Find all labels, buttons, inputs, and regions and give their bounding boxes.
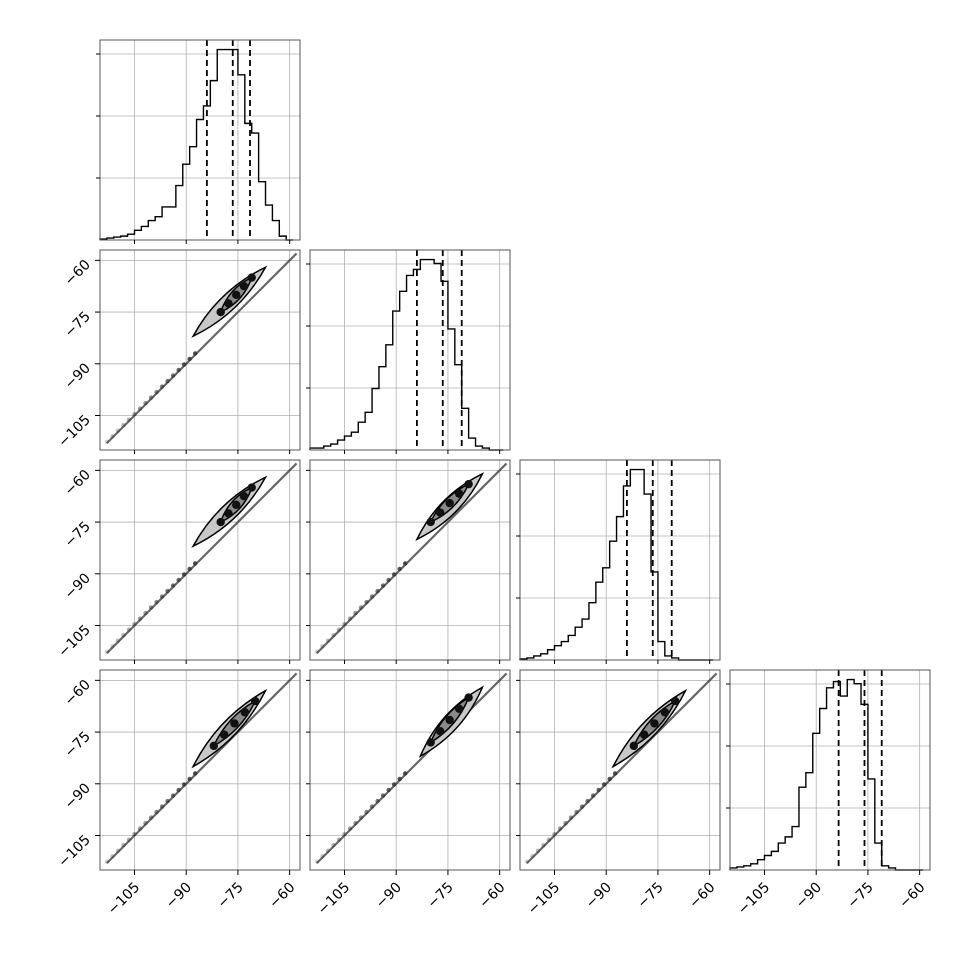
scatter-panel-1-4 — [99, 669, 301, 871]
density-core — [239, 492, 249, 501]
density-core — [639, 730, 649, 739]
density-core — [230, 719, 239, 728]
panel-frame — [99, 669, 301, 871]
hist-panel-2 — [306, 249, 511, 451]
x-tick-label: −60 — [686, 880, 718, 912]
y-tick-label: −75 — [62, 729, 94, 761]
y-tick-label: −105 — [55, 412, 94, 451]
scatter-panel-1-3 — [99, 459, 301, 661]
x-tick-label: −105 — [105, 880, 144, 919]
density-core — [650, 719, 659, 728]
density-core — [464, 693, 473, 702]
scatter-panel-2-4 — [309, 669, 511, 871]
x-tick-label: −105 — [525, 880, 564, 919]
density-ridge — [316, 672, 508, 864]
x-tick-label: −75 — [845, 880, 877, 912]
density-core — [224, 299, 233, 308]
y-tick-label: −60 — [62, 467, 94, 499]
panel-frame — [99, 249, 301, 451]
histogram-series — [99, 48, 294, 241]
density-ridge — [316, 462, 508, 654]
y-tick-label: −90 — [62, 360, 94, 392]
y-tick-label: −105 — [55, 832, 94, 871]
density-ridge — [526, 672, 718, 864]
y-tick-label: −105 — [55, 622, 94, 661]
panel-frame — [309, 249, 511, 451]
density-core — [239, 282, 249, 291]
x-tick-label: −60 — [476, 880, 508, 912]
y-tick-label: −90 — [62, 780, 94, 812]
density-core — [247, 483, 256, 492]
x-tick-label: −75 — [215, 880, 247, 912]
density-core — [435, 727, 445, 736]
x-tick-label: −60 — [896, 880, 928, 912]
density-core — [445, 498, 454, 508]
density-core — [219, 730, 229, 739]
density-core — [232, 290, 241, 300]
histogram-series — [519, 468, 714, 661]
density-core — [660, 708, 670, 717]
scatter-panel-1-2 — [99, 249, 301, 451]
x-tick-label: −90 — [163, 880, 195, 912]
x-tick-label: −90 — [583, 880, 615, 912]
density-core — [435, 508, 445, 517]
histogram-series — [309, 258, 504, 451]
density-core — [216, 517, 225, 527]
x-tick-label: −105 — [315, 880, 354, 919]
hist-panel-4 — [726, 669, 931, 871]
density-core — [209, 741, 218, 751]
hist-panel-3 — [516, 459, 721, 661]
x-tick-label: −60 — [266, 880, 298, 912]
x-tick-label: −90 — [373, 880, 405, 912]
density-core — [232, 500, 241, 510]
scatter-panel-3-4 — [519, 669, 721, 871]
histogram-series — [729, 678, 924, 871]
x-tick-label: −90 — [793, 880, 825, 912]
x-tick-label: −105 — [735, 880, 774, 919]
y-tick-label: −60 — [62, 257, 94, 289]
panel-frame — [309, 459, 511, 661]
panel-frame — [99, 459, 301, 661]
density-ridge — [106, 672, 298, 864]
density-core — [670, 696, 680, 706]
scatter-panel-2-3 — [309, 459, 511, 661]
y-tick-label: −75 — [62, 309, 94, 341]
panel-frame — [309, 669, 511, 871]
panel-frame — [729, 669, 931, 871]
density-core — [426, 738, 435, 747]
density-core — [445, 715, 454, 725]
density-core — [464, 479, 473, 489]
density-core — [216, 307, 225, 317]
hist-panel-1 — [96, 39, 301, 241]
density-ridge — [106, 252, 298, 444]
density-core — [454, 704, 464, 713]
density-core — [240, 708, 250, 717]
panel-frame — [519, 669, 721, 871]
density-core — [629, 741, 638, 751]
density-core — [250, 696, 260, 706]
x-tick-label: −75 — [635, 880, 667, 912]
y-tick-label: −60 — [62, 677, 94, 709]
panel-frame — [519, 459, 721, 661]
density-ridge — [106, 462, 298, 654]
y-tick-label: −90 — [62, 570, 94, 602]
density-core — [224, 509, 233, 518]
panel-frame — [99, 39, 301, 241]
y-tick-label: −75 — [62, 519, 94, 551]
density-core — [247, 273, 256, 282]
density-core — [454, 489, 464, 498]
density-core — [426, 517, 435, 527]
x-tick-label: −75 — [425, 880, 457, 912]
